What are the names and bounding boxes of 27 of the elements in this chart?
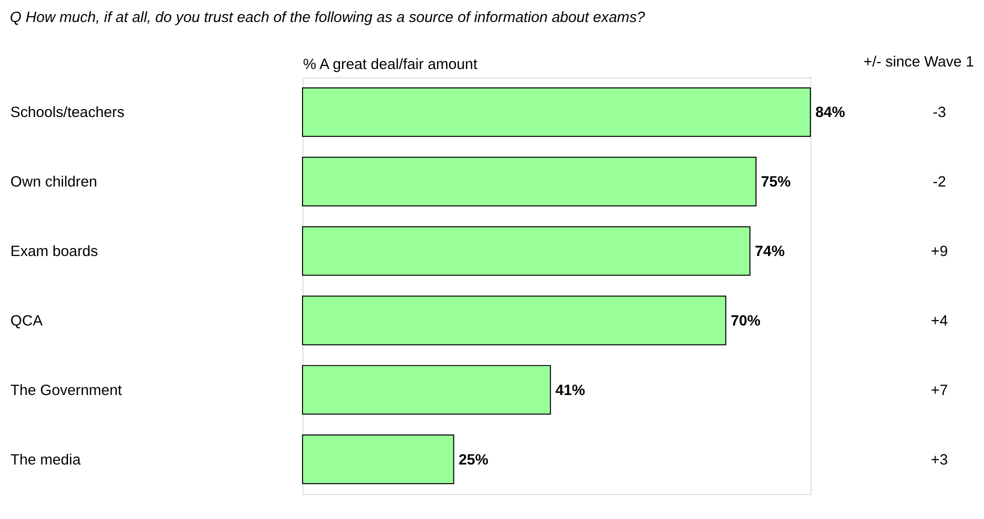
y-tick-label: Schools/teachers (10, 105, 124, 122)
bar (302, 87, 811, 137)
bar (302, 156, 756, 206)
bar (302, 434, 454, 484)
y-tick-label: The media (10, 452, 82, 468)
bar (302, 226, 750, 276)
bar (302, 296, 726, 346)
text: +7 (930, 382, 948, 399)
data-label: 41% (555, 382, 586, 399)
chart-title: Q How much, if at all, do you trust each of the following as a source of information about exams? (10, 10, 646, 26)
text: -3 (932, 105, 946, 122)
text: +3 (930, 452, 948, 468)
data-label: 84% (815, 105, 846, 122)
data-label: 74% (754, 244, 785, 260)
text: +4 (930, 313, 948, 330)
y-tick-label: The Government (10, 382, 123, 399)
data-label: 70% (730, 313, 760, 330)
data-label: 25% (458, 452, 488, 468)
text: -2 (932, 174, 946, 191)
x-axis-title: % A great deal/fair amount (303, 56, 478, 73)
y-tick-label: Exam boards (10, 244, 98, 260)
y-tick-label: QCA (10, 313, 43, 330)
text: +/- since Wave 1 (864, 54, 974, 70)
text: +9 (930, 244, 948, 260)
y-tick-label: Own children (10, 174, 98, 191)
data-label: 75% (760, 174, 791, 191)
bar (302, 365, 551, 415)
